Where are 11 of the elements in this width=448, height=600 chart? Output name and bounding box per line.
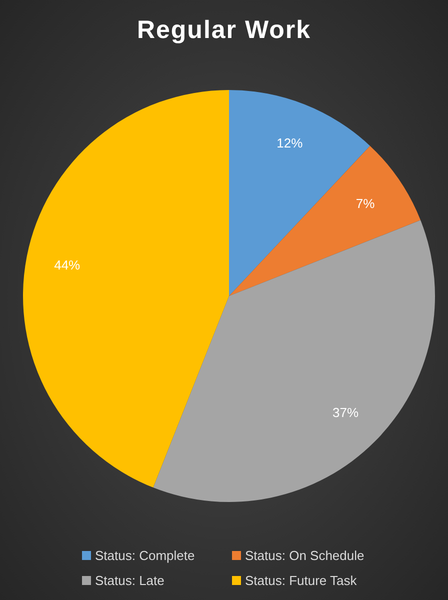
pie-slice [23, 90, 229, 488]
legend-label: Status: Future Task [245, 573, 357, 588]
data-label: 44% [54, 258, 81, 273]
legend-label: Status: Late [95, 573, 164, 588]
chart-title: Regular Work [136, 16, 312, 45]
legend-label: Status: On Schedule [245, 548, 364, 563]
pie-slice [153, 220, 435, 502]
data-label: 12% [276, 135, 304, 150]
legend-label: Status: Complete [95, 548, 195, 563]
data-label: 7% [356, 196, 376, 211]
data-label: 37% [332, 405, 359, 420]
